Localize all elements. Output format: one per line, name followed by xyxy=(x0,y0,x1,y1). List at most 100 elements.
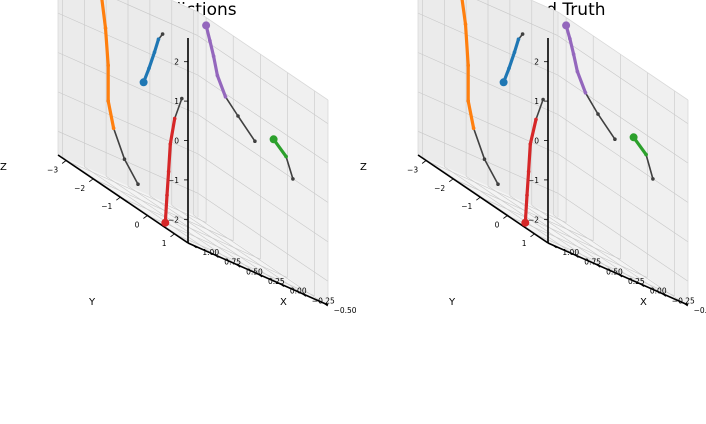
grid-line xyxy=(480,196,621,260)
trajectory-segment xyxy=(466,99,476,130)
trajectory-segment xyxy=(112,127,126,160)
trajectory-segment xyxy=(152,37,161,54)
grid-line xyxy=(487,185,619,275)
trajectory-point xyxy=(526,169,531,174)
x-tick-label: 0.25 xyxy=(628,277,645,286)
x-tick-mark xyxy=(639,283,645,288)
z-axis-label: Z xyxy=(0,162,7,173)
grid-line xyxy=(425,160,567,223)
trajectory-series xyxy=(521,97,545,227)
x-tick-label: −0.50 xyxy=(334,306,357,315)
grid-line xyxy=(557,114,689,203)
y-tick-label: −3 xyxy=(47,166,58,175)
trajectory-point xyxy=(596,112,600,116)
trajectory-start-marker xyxy=(269,135,278,144)
grid-line xyxy=(57,12,199,76)
trajectory-point xyxy=(136,182,140,186)
trajectory-segment xyxy=(645,153,654,180)
trajectory-point xyxy=(168,142,173,146)
trajectory-segment xyxy=(106,99,116,130)
x-tick-label: −0.50 xyxy=(694,306,706,315)
grid-line xyxy=(57,91,199,155)
pane-edge xyxy=(529,0,559,13)
y-tick-label: 0 xyxy=(495,221,500,230)
trajectory-segment xyxy=(527,142,532,174)
grid-line xyxy=(127,185,259,275)
trajectory-segment xyxy=(584,92,599,115)
grid-line xyxy=(509,195,641,284)
trajectory-point xyxy=(106,99,110,103)
trajectory-segment xyxy=(167,142,172,174)
trajectory-point xyxy=(466,63,470,68)
trajectory-point xyxy=(471,126,476,130)
x-tick-label: 1.00 xyxy=(562,248,579,257)
trajectory-point xyxy=(208,39,212,43)
trajectory-segment xyxy=(568,37,576,56)
trajectory-segment xyxy=(597,113,616,140)
trajectory-segment xyxy=(237,115,256,142)
trajectory-point xyxy=(528,142,533,146)
trajectory-point xyxy=(172,116,177,121)
y-tick-label: 0 xyxy=(135,221,140,230)
z-tick-label: 0 xyxy=(174,137,179,146)
grid-line xyxy=(57,52,199,115)
grid-line xyxy=(557,74,689,164)
x-tick-label: −0.25 xyxy=(312,296,335,305)
grid-line xyxy=(465,176,597,265)
y-axis-line xyxy=(417,154,549,244)
x-tick-label: 0.75 xyxy=(584,258,601,267)
trajectory-segment xyxy=(483,158,499,185)
grid-line xyxy=(417,91,559,155)
trajectory-point xyxy=(516,37,521,41)
x-tick-mark xyxy=(192,244,197,249)
predictions-plot: Predictions X Y Z −0.50−0.250.000.250.50… xyxy=(0,0,357,315)
trajectory-series xyxy=(460,0,500,186)
ground-truth-plot: Ground Truth X Y Z −0.50−0.250.000.250.5… xyxy=(360,0,706,315)
y-axis-label: Y xyxy=(88,297,96,308)
trajectory-point xyxy=(180,96,184,101)
z-axis-label: Z xyxy=(360,162,367,173)
grid-line xyxy=(557,153,689,243)
x-tick-label: 0.50 xyxy=(246,267,263,276)
trajectory-segment xyxy=(100,0,108,30)
trajectory-series xyxy=(161,96,184,227)
grid-line xyxy=(62,156,193,246)
grid-line xyxy=(174,233,315,297)
y-tick-label: −1 xyxy=(101,202,112,211)
z-tick-label: 2 xyxy=(534,58,539,67)
trajectory-point xyxy=(651,177,655,181)
grid-line xyxy=(557,193,689,282)
pane-edge xyxy=(557,11,689,101)
grid-line xyxy=(65,160,207,223)
y-tick-label: −2 xyxy=(74,184,85,193)
trajectory-point xyxy=(236,114,240,118)
grid-line xyxy=(197,193,329,282)
trajectory-point xyxy=(152,50,157,54)
grid-line xyxy=(149,195,281,284)
pane-edge xyxy=(197,11,329,101)
z-tick-label: 2 xyxy=(174,58,179,67)
grid-line xyxy=(197,114,329,203)
grid-line xyxy=(531,205,662,294)
y-axis-line xyxy=(57,154,189,244)
x-tick-label: 1.00 xyxy=(202,248,219,257)
trajectory-segment xyxy=(460,0,468,26)
trajectory-point xyxy=(575,69,580,74)
y-tick-mark xyxy=(476,196,481,201)
trajectory-segment xyxy=(285,155,294,180)
trajectory-point xyxy=(525,193,529,197)
x-tick-mark xyxy=(301,293,307,297)
y-tick-mark xyxy=(448,178,454,183)
trajectory-start-marker xyxy=(161,218,170,227)
grid-line xyxy=(553,214,684,304)
trajectory-segment xyxy=(572,52,579,74)
x-tick-mark xyxy=(574,254,579,258)
trajectory-series xyxy=(269,135,295,181)
trajectory-point xyxy=(482,157,487,161)
grid-line xyxy=(422,156,553,246)
trajectory-point xyxy=(106,63,110,68)
trajectory-point xyxy=(534,117,538,122)
x-tick-label: −0.25 xyxy=(672,296,695,305)
y-tick-label: −1 xyxy=(461,202,472,211)
trajectory-segment xyxy=(163,193,169,225)
